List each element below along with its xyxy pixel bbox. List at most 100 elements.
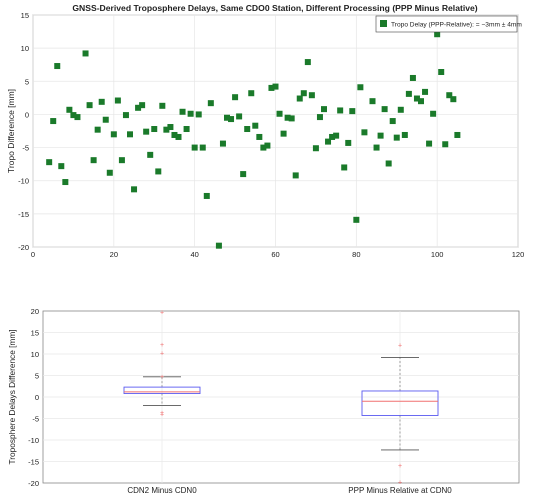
data-point: [90, 157, 97, 164]
data-point: [438, 69, 445, 76]
box-category-labels: CDN2 Minus CDN0 PPP Minus Relative at CDN…: [127, 486, 452, 495]
data-point: [292, 172, 299, 179]
data-point: [127, 131, 133, 138]
data-point: [46, 159, 53, 166]
data-point: [155, 168, 162, 175]
data-point: [405, 90, 412, 97]
box-y-ticks: -20 -15 -10 -5 0 5 10 15 20: [28, 307, 39, 488]
y-tick-label: -20: [28, 479, 39, 488]
data-point: [321, 106, 327, 113]
outlier-marker: +: [160, 342, 164, 349]
data-point: [102, 116, 109, 123]
data-point: [361, 129, 368, 136]
data-point: [70, 112, 77, 119]
data-point: [118, 157, 125, 164]
y-tick-label: 15: [21, 11, 29, 20]
outlier-marker: +: [160, 374, 164, 381]
data-point: [74, 114, 81, 121]
data-point: [106, 169, 113, 176]
data-point: [191, 144, 198, 151]
data-point: [357, 84, 364, 91]
data-point: [207, 100, 214, 107]
y-tick-label: 0: [35, 393, 39, 402]
data-point: [240, 171, 247, 178]
data-point: [393, 134, 400, 141]
y-tick-label: 5: [35, 372, 39, 381]
data-point: [58, 163, 65, 170]
box-grid: [43, 311, 519, 483]
data-point: [422, 88, 429, 95]
scatter-grid: [32, 14, 519, 248]
data-point: [276, 110, 283, 117]
data-point: [224, 114, 230, 121]
box-series: +++++++++: [123, 309, 439, 487]
y-tick-label: -5: [22, 144, 29, 153]
data-point: [228, 116, 235, 123]
y-tick-label: -5: [32, 415, 39, 424]
outlier-marker: +: [398, 463, 402, 470]
data-point: [333, 132, 340, 139]
data-point: [268, 84, 275, 91]
data-point: [252, 122, 259, 129]
data-point: [82, 50, 89, 57]
scatter-x-ticks: 0 20 40 60 80 100 120: [31, 250, 524, 259]
data-point: [430, 110, 437, 117]
y-tick-label: -15: [18, 210, 29, 219]
data-point: [135, 104, 142, 111]
data-point: [446, 92, 453, 99]
data-point: [389, 118, 396, 125]
data-point: [450, 96, 457, 103]
data-point: [341, 164, 348, 171]
scatter-legend: Tropo Delay (PPP-Relative): = −3mm ± 4mm: [375, 15, 522, 33]
outlier-marker: +: [160, 309, 164, 316]
outlier-marker: +: [398, 480, 402, 487]
data-point: [62, 179, 69, 186]
data-point: [171, 131, 178, 138]
category-label: CDN2 Minus CDN0: [127, 486, 197, 495]
scatter-points: [46, 31, 461, 249]
data-point: [151, 126, 158, 133]
data-point: [195, 111, 202, 118]
data-point: [175, 133, 182, 140]
data-point: [312, 145, 319, 152]
data-point: [296, 95, 303, 102]
data-point: [110, 131, 117, 138]
y-tick-label: 15: [31, 329, 39, 338]
data-point: [373, 144, 380, 151]
data-point: [94, 126, 101, 133]
data-point: [163, 126, 170, 133]
data-point: [114, 97, 121, 104]
data-point: [454, 131, 461, 138]
data-point: [50, 118, 57, 125]
outlier-marker: +: [160, 351, 164, 358]
data-point: [426, 140, 433, 147]
data-point: [131, 186, 138, 193]
box-iqr: [123, 386, 201, 395]
y-tick-label: 10: [21, 44, 29, 53]
data-point: [304, 59, 311, 66]
data-point: [300, 90, 307, 97]
legend-label: Tropo Delay (PPP-Relative): = −3mm ± 4mm: [391, 22, 522, 29]
data-point: [66, 106, 73, 113]
y-tick-label: 0: [25, 110, 29, 119]
y-tick-label: 20: [31, 307, 39, 316]
data-point: [260, 144, 267, 151]
scatter-chart: -20 -15 -10 -5 0 5 10 15 0 20 40 60 80 100 120 GNSS-D…: [6, 3, 524, 259]
data-point: [288, 115, 295, 122]
data-point: [434, 31, 441, 38]
data-point: [284, 114, 291, 121]
data-point: [219, 140, 226, 147]
data-point: [183, 126, 190, 133]
data-point: [244, 126, 251, 133]
data-point: [147, 151, 154, 158]
data-point: [143, 128, 150, 135]
data-point: [385, 160, 392, 167]
data-point: [203, 192, 210, 199]
outlier-marker: +: [160, 412, 164, 419]
box-y-axis-label: Troposphere Delays Difference [mm]: [7, 329, 17, 464]
data-point: [345, 139, 352, 146]
data-point: [349, 108, 356, 115]
y-tick-label: -10: [18, 177, 29, 186]
data-point: [256, 133, 263, 140]
